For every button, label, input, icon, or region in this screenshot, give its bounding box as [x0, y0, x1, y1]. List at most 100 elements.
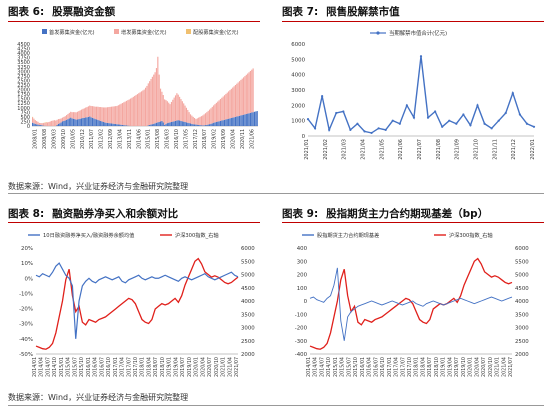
bar-s1-10: [45, 122, 47, 126]
bar-s0-38: [83, 117, 85, 126]
bar-s0-4: [37, 124, 39, 126]
x-tick-5: 2021/06: [398, 139, 404, 160]
x-tick-19: 2019/02: [212, 129, 218, 149]
x-tick-15: 2017/10: [407, 357, 413, 377]
bar-s0-3: [36, 124, 38, 126]
x-tick-14: 2017/07: [400, 357, 406, 377]
data-point-9: [370, 131, 373, 135]
x-tick-17: 2018/04: [146, 357, 152, 377]
bar-s0-147: [232, 117, 234, 126]
bar-s1-84: [146, 85, 148, 126]
x-tick-12: 2022/01: [530, 139, 536, 160]
x-tick-3: 2009/10: [61, 129, 67, 149]
bar-s1-83: [145, 87, 147, 126]
bar-s1-54: [105, 107, 107, 123]
bar-s0-5: [38, 125, 40, 126]
x-tick-21: 2020/04: [230, 129, 236, 149]
x-tick-22: 2020/11: [240, 129, 246, 149]
bar-s1-55: [106, 107, 109, 123]
x-tick-0: 2014/01: [32, 357, 38, 377]
bar-s0-65: [120, 124, 122, 126]
bar-s1-25: [66, 115, 68, 120]
bar-s0-46: [94, 119, 96, 126]
y-tick-2: 500: [20, 115, 30, 121]
y-right-tick-4: 4000: [241, 299, 255, 305]
bar-s0-29: [71, 118, 73, 126]
bar-s1-140: [222, 96, 224, 121]
bar-s0-53: [104, 122, 106, 126]
bar-s1-31: [74, 112, 76, 120]
bar-s0-21: [60, 122, 62, 126]
bar-s1-145: [229, 90, 231, 119]
y-tick-4: 1000: [17, 106, 30, 112]
bar-s1-99: [166, 101, 168, 124]
bar-s1-155: [243, 77, 245, 115]
bar-s0-0: [32, 122, 34, 126]
legend-marker: [376, 31, 380, 35]
bar-s1-61: [115, 106, 117, 124]
x-tick-14: 2016/03: [165, 129, 171, 149]
bar-s1-111: [183, 103, 185, 122]
x-tick-23: 2019/10: [461, 357, 467, 377]
y-left-tick-4: -20%: [19, 307, 33, 313]
y-tick-3: 3000: [291, 88, 305, 94]
y-right-tick-7: 2500: [241, 339, 255, 345]
bar-s1-9: [44, 122, 46, 126]
bar-s1-66: [121, 103, 124, 125]
bar-s1-74: [132, 96, 134, 126]
bar-s0-61: [115, 123, 117, 126]
data-point-11: [384, 128, 387, 131]
figure-7-text: 限售股解禁市值: [326, 6, 400, 18]
x-tick-7: 2015/10: [79, 357, 85, 377]
bar-s1-96: [162, 95, 164, 123]
data-point-19: [441, 125, 444, 128]
bar-s0-161: [251, 112, 253, 126]
bar-s0-63: [117, 124, 119, 126]
x-tick-27: 2020/10: [488, 357, 494, 377]
bar-s1-22: [61, 117, 64, 122]
bar-s0-130: [208, 124, 211, 126]
bar-s0-109: [180, 120, 182, 126]
y-right-tick-0: 6000: [515, 246, 529, 252]
bar-s1-82: [143, 89, 145, 126]
x-tick-9: 2013/04: [117, 129, 123, 149]
y-right-tick-3: 4500: [515, 286, 529, 292]
bar-s0-88: [151, 124, 153, 126]
data-point-2: [321, 95, 324, 98]
chart-stock-financing: 首发募集资金(亿元) 增发募集资金(亿元) 配股募集资金(亿元) 0250500750…: [17, 28, 258, 149]
data-point-23: [469, 124, 472, 127]
data-point-25: [483, 122, 486, 125]
bar-s0-27: [68, 118, 70, 126]
figure-7-title-rule: [282, 21, 544, 22]
y-left-tick-0: 400: [297, 246, 308, 252]
bar-s0-34: [78, 119, 80, 126]
bar-s0-153: [240, 115, 242, 126]
x-tick-29: 2021/04: [501, 357, 507, 377]
x-tick-7: 2021/08: [436, 139, 442, 160]
bar-s1-59: [112, 106, 114, 124]
bar-s0-122: [198, 124, 200, 126]
bar-s0-110: [181, 121, 183, 126]
x-tick-12: 2017/01: [113, 357, 119, 377]
bar-s1-162: [252, 68, 254, 113]
bar-s1-128: [206, 112, 208, 125]
bar-s1-73: [131, 97, 133, 126]
x-tick-26: 2020/07: [481, 357, 487, 377]
y-tick-3: 750: [20, 110, 30, 116]
bar-s1-64: [119, 104, 121, 125]
y-tick-9: 2250: [17, 83, 30, 89]
bar-s0-159: [248, 113, 250, 126]
data-point-4: [335, 111, 338, 115]
data-point-3: [328, 128, 331, 131]
bar-s1-91: [155, 68, 158, 123]
bar-s0-136: [217, 121, 219, 126]
x-tick-25: 2020/04: [200, 357, 206, 377]
bar-s1-87: [150, 78, 152, 125]
x-tick-13: 2017/04: [394, 357, 400, 377]
bar-s0-135: [215, 121, 217, 126]
bar-s0-127: [204, 125, 207, 126]
y-right-tick-5: 3500: [515, 312, 529, 318]
y-right-tick-1: 5500: [515, 259, 529, 265]
bar-s1-146: [230, 88, 232, 118]
y-tick-1: 1000: [291, 119, 305, 125]
